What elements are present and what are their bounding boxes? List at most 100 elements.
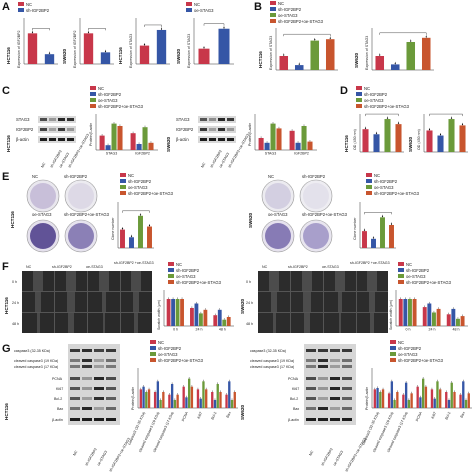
chart-b2 xyxy=(371,28,434,71)
bar-f2-c1-s1 xyxy=(427,303,432,326)
xtick-c2-0: STAG3 xyxy=(265,152,277,156)
panel-a-legend-nc2: NC xyxy=(194,2,200,7)
panel-f-cellline-2: SW620 xyxy=(240,298,245,314)
panel-c-legend-0: NC xyxy=(98,86,104,91)
panel-g-ylabel-1: Protein/β-actin xyxy=(131,387,135,410)
point-e2-0 xyxy=(363,229,366,231)
panel-d-legend-2: oe-STAG3 xyxy=(364,98,384,103)
bar-a4-1 xyxy=(218,28,230,64)
bar-g1-c5-s2 xyxy=(216,384,219,408)
bar-g2-c2-s2 xyxy=(407,400,411,408)
panel-g-legend-1: NC sh-IGF2BP2 oe-STAG3 sh-IGF2BP2+oe-STA… xyxy=(150,340,204,363)
panel-g-ylabel-2: Protein/β-actin xyxy=(365,387,369,410)
panel-g-legend2-0: NC xyxy=(398,340,404,345)
bar-g1-c0-s1 xyxy=(142,386,145,408)
bar-g1-c4-s2 xyxy=(202,381,205,408)
bar-a1-0 xyxy=(27,33,38,64)
point-a3-0 xyxy=(143,44,146,46)
chart-e2 xyxy=(359,202,396,249)
panel-d-ylabel-2: OD (450 nm) xyxy=(417,129,421,150)
xtick-g2-3: PCNA xyxy=(415,411,423,422)
point-e2-1 xyxy=(372,237,375,239)
bar-g2-c1-s3 xyxy=(396,392,399,408)
panel-d-cellline-2: SW620 xyxy=(408,136,413,152)
chart-a1 xyxy=(23,18,58,65)
panel-g-cellline-2: SW620 xyxy=(240,404,245,420)
point-e1-3 xyxy=(148,224,151,227)
bar-g1-c3-s0 xyxy=(182,386,185,408)
sig-bracket-d2 xyxy=(429,113,463,117)
dish-e2-label-2: oe-STAG3 xyxy=(268,212,288,217)
bar-f1-c0-s1 xyxy=(171,299,175,326)
point-b2-3 xyxy=(425,36,427,38)
sig-bracket-b1 xyxy=(283,34,331,37)
panel-e-legend1-3: sh-IGF2BP2+oe-STAG3 xyxy=(128,191,174,196)
panel-f-ylabel-2: Scratch width (μm) xyxy=(389,300,393,330)
panel-f-legend1-3: sh-IGF2BP2+oe-STAG3 xyxy=(176,280,222,285)
bar-b1-1 xyxy=(294,65,304,70)
bar-d2-1 xyxy=(437,135,444,152)
g2-lane-0: NC xyxy=(308,450,314,457)
panel-g-legend1-1: sh-IGF2BP2 xyxy=(158,346,182,351)
point-d1-0 xyxy=(364,127,367,129)
bar-g2-c4-s3 xyxy=(439,389,442,408)
sig-bracket-d1 xyxy=(365,113,399,117)
bar-f2-c0-s0 xyxy=(398,299,403,326)
bar-f2-c1-s0 xyxy=(422,307,427,326)
point-e2-3 xyxy=(390,223,393,225)
bar-e1-1 xyxy=(129,237,134,248)
bar-g1-c1-s2 xyxy=(159,400,162,408)
point-d2-1 xyxy=(439,133,442,136)
point-d2-2 xyxy=(450,117,453,119)
bar-g1-c3-s2 xyxy=(188,378,191,408)
panel-g-legend2-3: sh-IGF2BP2+oe-STAG3 xyxy=(398,358,444,363)
f2-col-1: sh-IGF2BP2 xyxy=(288,265,308,269)
bar-g2-c1-s2 xyxy=(393,400,396,408)
g2-row-6: Bax xyxy=(293,407,299,411)
panel-a-legend-oe: oe-STAG3 xyxy=(194,8,214,13)
bar-c2-c0-s2 xyxy=(270,123,276,150)
sig-bracket-a4 xyxy=(203,23,225,26)
point-b2-1 xyxy=(394,62,396,64)
panel-b-legend-2: oe-STAG3 xyxy=(278,13,298,18)
panel-d-legend-3: sh-IGF2BP2+oe-STAG3 xyxy=(364,104,410,109)
bar-e2-2 xyxy=(380,217,385,248)
panel-d-ylabel-1: OD (450 nm) xyxy=(353,129,357,150)
bar-g1-c6-s0 xyxy=(225,394,228,408)
point-a2-1 xyxy=(104,50,107,52)
bar-b2-0 xyxy=(375,56,385,70)
point-d2-0 xyxy=(428,128,431,131)
bar-c1-c0-s3 xyxy=(117,126,123,150)
f1-col-2: oe-STAG3 xyxy=(86,265,103,269)
bar-c1-c1-s3 xyxy=(148,142,154,150)
panel-g-legend1-0: NC xyxy=(158,340,164,345)
bar-f1-c2-s2 xyxy=(222,319,227,326)
panel-b-legend-1: sh-IGF2BP2 xyxy=(278,7,302,12)
panel-c-blot-hct116: STAG3 IGF2BP2 β-actin HCT116 NC sh-IGF2B… xyxy=(6,116,90,169)
f2-row-0: 0 h xyxy=(246,280,251,284)
panel-c-blot-sw620: STAG3 IGF2BP2 β-actin SW620 NC sh-IGF2BP… xyxy=(166,116,250,169)
panel-e-ylabel-1: Clone number xyxy=(111,217,115,240)
xtick-g1-4: Ki67 xyxy=(197,411,204,419)
bar-g2-c3-s0 xyxy=(416,386,419,408)
xtick-f2-0: 0 h xyxy=(406,328,411,332)
panel-f-scratch-sw620: NC sh-IGF2BP2 oe-STAG3 sh-IGF2BP2 +oe-ST… xyxy=(240,261,390,333)
bar-a1-1 xyxy=(44,54,55,64)
sig-bracket-a2 xyxy=(88,28,106,31)
panel-f-legend2-0: NC xyxy=(406,262,412,267)
bar-e1-3 xyxy=(147,226,152,248)
panel-f-legend1-2: oe-STAG3 xyxy=(176,274,196,279)
bar-g2-c0-s0 xyxy=(373,389,376,408)
bar-f2-c1-s3 xyxy=(436,308,441,326)
bar-g1-c6-s3 xyxy=(233,392,236,408)
point-b1-3 xyxy=(329,37,331,39)
bar-f1-c2-s1 xyxy=(217,309,222,326)
f2-col-2: oe-STAG3 xyxy=(322,265,339,269)
g1-row-1: cleaved caspase3 (19 KDa) xyxy=(14,359,58,363)
bar-a3-0 xyxy=(139,45,150,64)
bar-g1-c0-s2 xyxy=(145,392,148,408)
point-e2-2 xyxy=(381,215,384,217)
f1-row-0: 0 h xyxy=(12,280,17,284)
bar-g2-c3-s1 xyxy=(419,397,422,408)
bar-g2-c0-s3 xyxy=(381,389,385,408)
